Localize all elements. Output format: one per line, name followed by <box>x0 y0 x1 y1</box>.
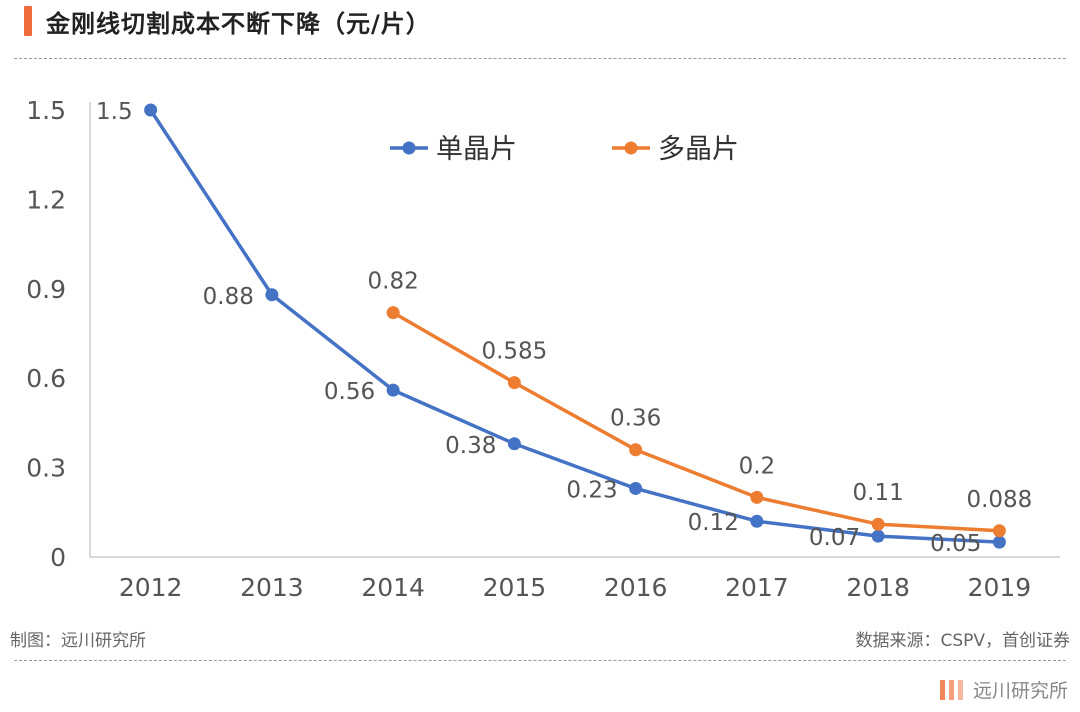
chart-axes: 0 0.3 0.6 0.9 1.2 1.5 2012 2013 2014 2015 2016 2017… <box>26 96 1060 602</box>
x-tick-label: 2016 <box>604 573 668 602</box>
top-divider <box>14 58 1066 59</box>
x-tick-label: 2012 <box>119 573 183 602</box>
data-point <box>871 529 885 543</box>
legend-label: 单晶片 <box>436 134 517 165</box>
chart-legend: 单晶片 多晶片 <box>390 134 739 165</box>
data-point <box>507 437 521 451</box>
brand-name: 远川研究所 <box>972 680 1068 702</box>
y-tick-label: 1.5 <box>26 96 66 125</box>
y-tick-label: 0.9 <box>26 275 66 304</box>
data-point <box>507 376 521 390</box>
series-line-1 <box>392 311 1000 533</box>
data-label: 0.56 <box>324 379 375 405</box>
data-label: 0.88 <box>203 284 254 310</box>
data-point <box>629 443 643 457</box>
data-label: 0.82 <box>368 269 419 295</box>
y-tick-label: 0.6 <box>26 364 66 393</box>
y-tick-label: 0.3 <box>26 454 66 483</box>
y-tick-label: 1.2 <box>26 185 66 214</box>
legend-swatch-marker <box>624 141 638 155</box>
brand-logo-icon <box>939 679 963 700</box>
data-label: 0.05 <box>930 531 981 557</box>
data-label: 0.11 <box>853 480 904 506</box>
legend-swatch-marker <box>402 141 416 155</box>
data-label: 0.23 <box>566 477 617 503</box>
data-label: 1.5 <box>96 99 133 125</box>
data-point <box>265 288 279 302</box>
data-label: 0.12 <box>688 510 739 536</box>
x-tick-label: 2013 <box>240 573 304 602</box>
title-accent-bar <box>24 6 32 36</box>
x-tick-label: 2019 <box>968 573 1032 602</box>
legend-label: 多晶片 <box>658 134 739 165</box>
data-label: 0.2 <box>739 453 776 479</box>
data-point <box>750 490 764 504</box>
series-line-0 <box>149 109 1000 544</box>
data-point <box>629 481 643 495</box>
x-tick-label: 2018 <box>846 573 910 602</box>
data-point <box>386 383 400 397</box>
series-points <box>144 103 1006 549</box>
x-tick-label: 2014 <box>361 573 425 602</box>
data-label: 0.088 <box>966 487 1032 513</box>
bottom-divider <box>14 660 1066 661</box>
y-tick-label: 0 <box>50 543 66 572</box>
chart-producer: 制图：远川研究所 <box>10 631 146 651</box>
brand-watermark: 远川研究所 <box>939 676 1068 703</box>
data-point <box>992 535 1006 549</box>
data-labels: 1.5 0.88 0.56 0.38 0.23 0.12 0.07 0.05 0.82 0.585… <box>96 99 1032 557</box>
data-source: 数据来源：CSPV，首创证券 <box>855 631 1070 651</box>
line-chart: 0 0.3 0.6 0.9 1.2 1.5 2012 2013 2014 2015 2016 2017… <box>26 96 1060 602</box>
series-lines <box>149 109 1000 544</box>
data-label: 0.36 <box>610 406 661 432</box>
data-point <box>871 517 885 531</box>
x-tick-label: 2015 <box>483 573 547 602</box>
x-tick-label: 2017 <box>725 573 789 602</box>
data-label: 0.38 <box>445 433 496 459</box>
data-point <box>386 306 400 320</box>
page-title: 金刚线切割成本不断下降（元/片） <box>46 10 431 38</box>
data-label: 0.585 <box>481 339 547 365</box>
data-point <box>992 524 1006 538</box>
data-label: 0.07 <box>809 525 860 551</box>
data-point <box>144 103 158 117</box>
data-point <box>750 514 764 528</box>
